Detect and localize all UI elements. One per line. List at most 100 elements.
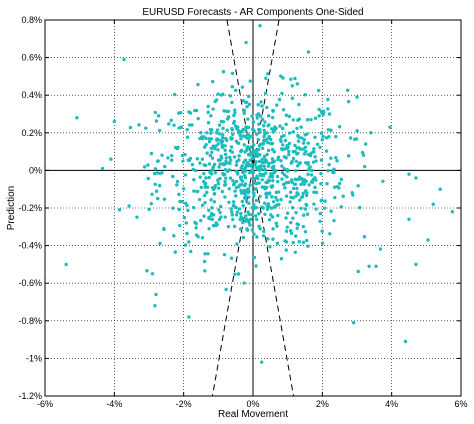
data-point: [233, 108, 237, 112]
data-point: [319, 131, 324, 135]
data-point: [285, 168, 290, 172]
data-point: [222, 183, 227, 187]
data-point: [263, 132, 267, 136]
data-point: [198, 136, 202, 141]
data-point: [236, 129, 241, 133]
data-point: [287, 141, 292, 146]
data-point: [154, 292, 158, 297]
data-point: [127, 204, 131, 208]
data-point: [248, 183, 252, 188]
data-point: [253, 154, 257, 158]
dashed-line: [226, 19, 295, 397]
data-point: [311, 160, 316, 164]
data-point: [327, 112, 332, 116]
data-point: [280, 164, 284, 168]
data-point: [283, 186, 287, 190]
data-point: [337, 181, 342, 186]
data-point: [150, 272, 155, 276]
data-point: [223, 148, 227, 152]
data-point: [301, 147, 306, 151]
data-point: [334, 155, 338, 160]
data-point: [306, 152, 310, 157]
data-point: [311, 150, 316, 154]
data-point: [213, 146, 217, 151]
data-point: [251, 170, 256, 175]
data-point: [290, 84, 294, 88]
data-point: [272, 170, 277, 174]
data-point: [223, 179, 227, 184]
data-point: [205, 190, 209, 195]
data-point: [284, 229, 289, 233]
data-point: [364, 142, 368, 146]
data-point: [327, 135, 331, 139]
data-point: [205, 185, 210, 189]
data-point: [203, 269, 207, 273]
data-point: [262, 201, 267, 205]
data-point: [205, 151, 209, 155]
data-point: [239, 211, 243, 216]
data-point: [295, 186, 299, 191]
data-point: [289, 77, 293, 81]
data-point: [243, 182, 248, 186]
data-point: [234, 179, 239, 184]
data-point: [169, 118, 173, 123]
data-point: [281, 76, 285, 80]
data-point: [210, 206, 214, 210]
data-point: [259, 164, 263, 168]
data-point: [170, 153, 174, 158]
data-point: [208, 153, 213, 158]
data-point: [175, 183, 179, 187]
x-tick-label: -2%: [176, 399, 192, 409]
data-point: [160, 171, 164, 175]
data-point: [294, 194, 298, 198]
data-point: [264, 192, 268, 196]
data-point: [450, 210, 455, 214]
data-point: [240, 179, 245, 183]
y-tick-label: -0.8%: [18, 316, 42, 326]
data-point: [282, 167, 286, 171]
data-point: [197, 197, 202, 202]
data-point: [317, 107, 321, 112]
data-point: [207, 137, 212, 141]
data-point: [268, 175, 272, 179]
data-point: [202, 145, 207, 149]
data-point: [305, 191, 309, 195]
data-point: [307, 183, 311, 187]
data-point: [241, 134, 245, 138]
data-point: [210, 156, 215, 160]
data-point: [295, 126, 299, 131]
data-point: [242, 192, 247, 196]
data-point: [264, 76, 268, 80]
data-point: [208, 170, 212, 175]
data-point: [234, 169, 239, 174]
data-point: [239, 191, 244, 195]
data-point: [270, 141, 275, 146]
data-point: [281, 143, 285, 147]
data-point: [326, 169, 330, 173]
data-point: [326, 97, 330, 102]
data-point: [241, 98, 246, 103]
data-point: [249, 150, 253, 155]
data-point: [277, 97, 282, 102]
data-point: [234, 205, 238, 210]
data-point: [190, 162, 195, 167]
data-point: [245, 146, 249, 151]
data-point: [249, 164, 253, 168]
data-point: [321, 112, 325, 117]
data-point: [275, 224, 279, 228]
data-point: [295, 82, 300, 86]
data-point: [259, 173, 263, 178]
data-point: [235, 242, 239, 246]
data-point: [302, 182, 307, 186]
data-point: [216, 92, 220, 96]
data-point: [251, 120, 256, 124]
data-point: [271, 237, 275, 241]
data-point: [210, 217, 215, 221]
y-axis-title: Prediction: [6, 186, 17, 230]
data-point: [317, 88, 321, 93]
data-point: [246, 161, 250, 165]
data-point: [228, 176, 233, 180]
data-point: [291, 118, 296, 122]
data-point: [304, 202, 308, 207]
data-point: [229, 207, 233, 211]
